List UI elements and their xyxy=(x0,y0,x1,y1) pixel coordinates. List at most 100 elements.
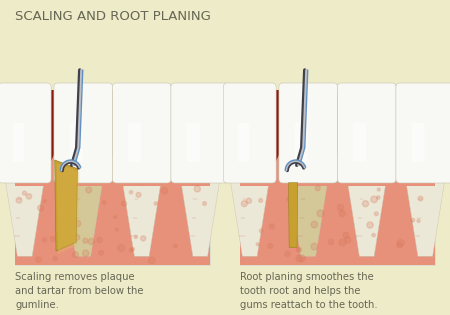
FancyBboxPatch shape xyxy=(171,83,230,183)
Polygon shape xyxy=(108,155,117,165)
Polygon shape xyxy=(405,174,446,256)
Circle shape xyxy=(22,191,27,195)
Circle shape xyxy=(339,210,345,217)
Circle shape xyxy=(345,237,351,243)
Circle shape xyxy=(377,188,380,191)
Circle shape xyxy=(317,210,324,217)
Polygon shape xyxy=(391,155,401,165)
FancyBboxPatch shape xyxy=(70,123,83,162)
Circle shape xyxy=(43,200,46,203)
Circle shape xyxy=(194,186,200,192)
Circle shape xyxy=(134,235,137,238)
FancyBboxPatch shape xyxy=(412,123,425,162)
Polygon shape xyxy=(55,160,77,251)
Circle shape xyxy=(74,234,80,240)
Bar xyxy=(240,90,435,174)
Circle shape xyxy=(173,244,177,248)
Circle shape xyxy=(38,205,44,211)
Circle shape xyxy=(131,248,135,251)
Polygon shape xyxy=(121,174,162,256)
Circle shape xyxy=(136,192,141,197)
Polygon shape xyxy=(229,174,270,256)
FancyBboxPatch shape xyxy=(353,123,366,162)
Bar xyxy=(15,90,210,174)
Polygon shape xyxy=(63,174,104,256)
Circle shape xyxy=(113,215,117,219)
Polygon shape xyxy=(57,163,80,254)
Circle shape xyxy=(397,243,402,248)
FancyBboxPatch shape xyxy=(13,123,24,162)
Circle shape xyxy=(297,248,302,252)
Circle shape xyxy=(241,201,248,207)
Circle shape xyxy=(256,243,259,246)
Circle shape xyxy=(296,248,301,252)
Circle shape xyxy=(102,201,106,204)
Circle shape xyxy=(296,255,303,262)
Text: SCALING AND ROOT PLANING: SCALING AND ROOT PLANING xyxy=(15,10,211,23)
Circle shape xyxy=(268,243,273,249)
Polygon shape xyxy=(49,155,59,165)
Bar xyxy=(15,169,210,265)
Circle shape xyxy=(202,202,207,205)
FancyBboxPatch shape xyxy=(240,90,435,265)
Polygon shape xyxy=(274,155,284,165)
Circle shape xyxy=(417,219,420,222)
Circle shape xyxy=(372,233,375,237)
Text: Root planing smoothes the
tooth root and helps the
gums reattach to the tooth.: Root planing smoothes the tooth root and… xyxy=(240,272,378,310)
Polygon shape xyxy=(166,155,176,165)
Circle shape xyxy=(362,201,369,207)
FancyBboxPatch shape xyxy=(54,83,112,183)
Circle shape xyxy=(97,237,102,243)
Circle shape xyxy=(115,228,118,231)
Circle shape xyxy=(99,250,104,255)
Circle shape xyxy=(311,243,318,250)
Text: Scaling removes plaque
and tartar from below the
gumline.: Scaling removes plaque and tartar from b… xyxy=(15,272,144,310)
Circle shape xyxy=(338,204,344,210)
FancyBboxPatch shape xyxy=(0,83,51,183)
Circle shape xyxy=(343,232,349,238)
Circle shape xyxy=(367,222,373,228)
Circle shape xyxy=(129,248,133,252)
FancyBboxPatch shape xyxy=(295,123,308,162)
FancyBboxPatch shape xyxy=(128,123,141,162)
Polygon shape xyxy=(4,174,45,256)
Circle shape xyxy=(287,197,292,202)
Circle shape xyxy=(88,238,94,245)
Circle shape xyxy=(418,196,423,201)
FancyBboxPatch shape xyxy=(112,83,171,183)
Circle shape xyxy=(118,244,125,251)
Circle shape xyxy=(311,221,318,228)
Polygon shape xyxy=(333,155,342,165)
FancyBboxPatch shape xyxy=(15,90,210,265)
Circle shape xyxy=(246,198,252,203)
FancyBboxPatch shape xyxy=(279,83,338,183)
Circle shape xyxy=(259,229,263,232)
Circle shape xyxy=(74,220,81,227)
Circle shape xyxy=(42,238,47,242)
Polygon shape xyxy=(180,174,221,256)
Polygon shape xyxy=(346,174,387,256)
Circle shape xyxy=(339,239,346,246)
Circle shape xyxy=(16,197,22,203)
Circle shape xyxy=(148,257,155,264)
Circle shape xyxy=(161,187,168,194)
Circle shape xyxy=(270,224,274,229)
Circle shape xyxy=(36,257,41,262)
FancyBboxPatch shape xyxy=(187,123,200,162)
Circle shape xyxy=(285,251,290,257)
Circle shape xyxy=(83,238,88,243)
Circle shape xyxy=(371,196,378,203)
Circle shape xyxy=(122,201,126,206)
Circle shape xyxy=(328,239,334,244)
FancyBboxPatch shape xyxy=(238,123,249,162)
Circle shape xyxy=(299,255,306,261)
Circle shape xyxy=(86,187,92,193)
FancyBboxPatch shape xyxy=(223,83,276,183)
Circle shape xyxy=(315,186,320,191)
Bar xyxy=(240,165,435,186)
Circle shape xyxy=(259,198,263,202)
Circle shape xyxy=(397,239,404,246)
Circle shape xyxy=(129,191,133,194)
Circle shape xyxy=(154,202,158,205)
FancyBboxPatch shape xyxy=(338,83,396,183)
